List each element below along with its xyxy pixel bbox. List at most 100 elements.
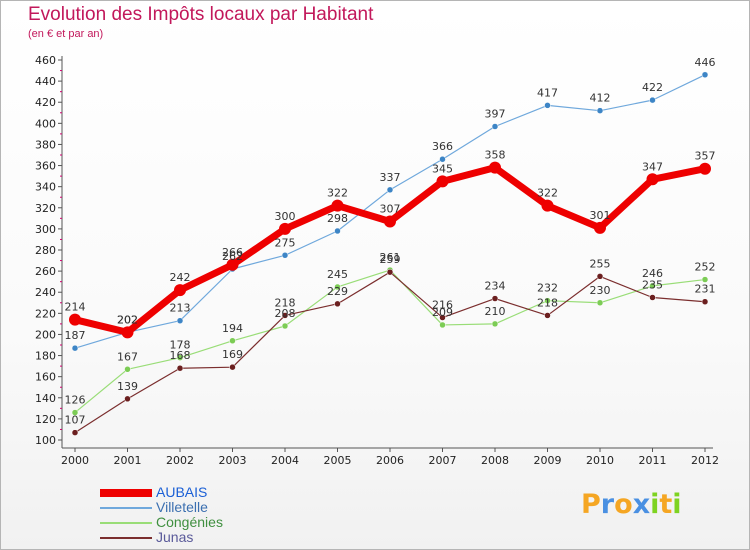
logo-letter: r — [600, 489, 615, 520]
data-label-aubais: 214 — [65, 301, 86, 314]
x-tick-label: 2004 — [271, 454, 299, 467]
y-tick-label: 380 — [35, 138, 56, 151]
y-tick-label: 100 — [35, 434, 56, 447]
legend-swatch — [100, 521, 152, 524]
data-point-villetelle — [281, 252, 289, 259]
data-label-aubais: 358 — [485, 149, 506, 162]
data-point-villetelle — [491, 123, 499, 130]
data-label-junas: 216 — [432, 299, 453, 312]
data-point-junas — [229, 363, 236, 371]
data-label-junas: 218 — [537, 296, 558, 309]
x-tick-label: 2011 — [639, 454, 667, 467]
x-tick-label: 2002 — [166, 454, 194, 467]
legend-label: Congénies — [156, 514, 223, 530]
data-label-villetelle: 187 — [65, 329, 86, 342]
data-label-junas: 259 — [380, 253, 401, 266]
data-label-aubais: 322 — [327, 187, 348, 200]
data-point-aubais — [594, 221, 606, 234]
x-tick-label: 2008 — [481, 454, 509, 467]
x-tick-label: 2010 — [586, 454, 614, 467]
data-label-aubais: 345 — [432, 162, 453, 175]
data-label-junas: 235 — [642, 279, 663, 292]
data-point-congenies — [229, 337, 236, 345]
data-point-junas — [386, 268, 394, 276]
legend-swatch — [100, 488, 152, 497]
data-label-junas: 218 — [275, 296, 296, 309]
data-point-junas — [701, 298, 709, 305]
data-point-congenies — [334, 283, 341, 291]
data-label-aubais: 242 — [170, 271, 191, 284]
data-point-junas — [71, 429, 79, 436]
y-tick-label: 260 — [35, 265, 56, 278]
data-label-congenies: 167 — [117, 350, 138, 363]
data-label-congenies: 232 — [537, 282, 558, 295]
logo-letter: x — [632, 489, 651, 520]
data-point-villetelle — [596, 107, 604, 114]
data-point-junas — [176, 364, 184, 372]
legend-label: Villetelle — [156, 499, 208, 515]
data-label-villetelle: 417 — [537, 86, 558, 99]
y-tick-label: 240 — [35, 286, 56, 299]
data-point-congenies — [596, 299, 604, 307]
data-label-aubais: 347 — [642, 160, 663, 173]
chart-title: Evolution des Impôts locaux par Habitant — [28, 4, 374, 25]
data-point-aubais — [174, 284, 186, 297]
y-tick-label: 280 — [35, 244, 56, 257]
data-point-junas — [334, 300, 341, 308]
data-point-junas — [596, 273, 604, 280]
data-label-junas: 168 — [170, 349, 191, 362]
data-label-junas: 234 — [485, 280, 506, 293]
data-label-congenies: 208 — [275, 307, 296, 320]
data-label-congenies: 178 — [170, 339, 191, 352]
data-point-junas — [124, 395, 131, 403]
data-point-congenies — [124, 366, 131, 373]
y-tick-label: 180 — [35, 350, 56, 363]
data-label-congenies: 261 — [380, 251, 401, 264]
data-label-congenies: 126 — [65, 394, 86, 407]
y-tick-label: 400 — [35, 117, 56, 130]
logo-letter: t — [659, 489, 673, 520]
data-point-congenies — [281, 322, 289, 330]
data-label-villetelle: 262 — [222, 250, 243, 263]
data-point-congenies — [701, 276, 709, 283]
data-label-aubais: 307 — [380, 203, 401, 216]
data-label-congenies: 246 — [642, 267, 663, 280]
data-point-aubais — [279, 222, 291, 235]
data-point-villetelle — [176, 317, 184, 324]
y-tick-label: 120 — [35, 413, 56, 426]
data-label-villetelle: 397 — [485, 108, 506, 121]
y-tick-label: 420 — [35, 96, 56, 109]
data-point-congenies — [439, 321, 446, 329]
data-label-villetelle: 202 — [117, 313, 138, 326]
y-tick-label: 460 — [35, 54, 56, 67]
data-label-aubais: 202 — [117, 313, 138, 326]
x-tick-label: 2007 — [429, 454, 457, 467]
x-tick-label: 2001 — [114, 454, 142, 467]
data-point-junas — [544, 312, 551, 319]
data-point-aubais — [436, 175, 449, 188]
data-label-villetelle: 412 — [590, 92, 611, 105]
data-label-congenies: 252 — [695, 261, 716, 274]
logo-letter: i — [650, 489, 660, 520]
data-point-congenies — [176, 354, 184, 361]
y-tick-label: 140 — [35, 392, 56, 405]
data-label-congenies: 209 — [432, 306, 453, 319]
y-tick-label: 360 — [35, 160, 56, 173]
data-point-junas — [491, 295, 499, 302]
data-label-villetelle: 298 — [327, 212, 348, 225]
data-label-villetelle: 275 — [275, 236, 296, 249]
y-tick-label: 340 — [35, 181, 56, 194]
data-point-villetelle — [439, 155, 446, 163]
data-label-congenies: 194 — [222, 322, 243, 335]
data-label-villetelle: 337 — [380, 171, 401, 184]
data-point-aubais — [541, 199, 554, 212]
data-point-aubais — [226, 258, 239, 271]
x-tick-label: 2000 — [61, 454, 89, 467]
legend-label: AUBAIS — [156, 484, 208, 500]
data-label-junas: 229 — [327, 285, 348, 298]
data-label-aubais: 300 — [275, 210, 296, 223]
legend-item-villetelle: Villetelle — [100, 500, 223, 515]
logo-letter: o — [614, 489, 633, 520]
data-point-villetelle — [71, 344, 79, 352]
data-label-villetelle: 422 — [642, 81, 663, 94]
